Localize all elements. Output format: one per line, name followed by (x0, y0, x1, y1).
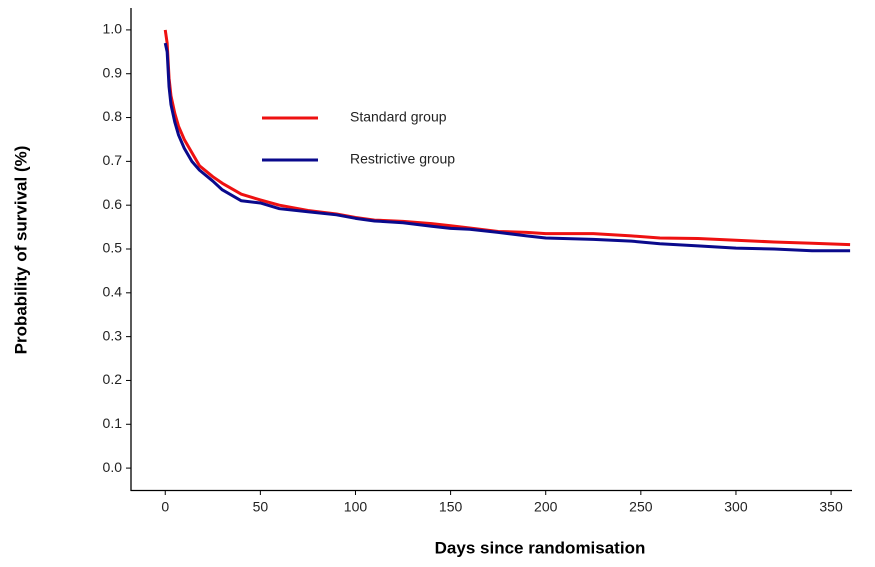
y-tick-label: 0.1 (103, 415, 123, 431)
y-tick-label: 0.6 (103, 196, 123, 212)
legend-label: Standard group (350, 109, 447, 125)
y-tick-label: 0.7 (103, 152, 123, 168)
x-axis-title: Days since randomisation (435, 538, 646, 557)
x-tick-label: 350 (819, 499, 843, 515)
y-axis-title: Probability of survival (%) (11, 146, 30, 355)
x-tick-label: 300 (724, 499, 748, 515)
survival-line (163, 42, 851, 253)
x-tick-label: 150 (439, 499, 463, 515)
y-tick-label: 0.0 (103, 459, 123, 475)
survival-line (163, 29, 851, 247)
x-tick-label: 250 (629, 499, 653, 515)
y-tick-label: 0.5 (103, 240, 123, 256)
y-tick-label: 1.0 (103, 21, 123, 37)
y-tick-label: 0.3 (103, 327, 123, 343)
y-tick-label: 0.4 (103, 284, 123, 300)
y-tick-label: 0.8 (103, 108, 123, 124)
y-tick-label: 0.9 (103, 64, 123, 80)
x-tick-label: 200 (534, 499, 558, 515)
x-tick-label: 50 (253, 499, 269, 515)
legend-label: Restrictive group (350, 151, 455, 167)
y-tick-label: 0.2 (103, 371, 123, 387)
x-tick-label: 100 (344, 499, 368, 515)
x-tick-label: 0 (161, 499, 169, 515)
